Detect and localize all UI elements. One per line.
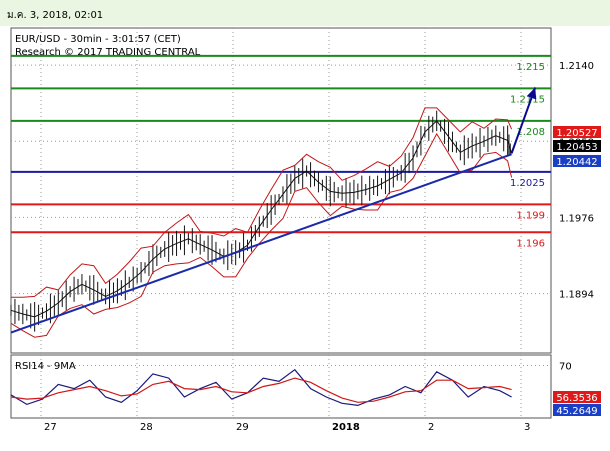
timestamp-text: ม.ค. 3, 2018, 02:01 xyxy=(7,10,104,21)
trendline xyxy=(10,153,512,334)
x-tick-label: 28 xyxy=(140,422,153,433)
price-tags: 1.20527 1.20453 1.20442 56.3536 45.2649 xyxy=(553,126,601,417)
forecast-arrow-head xyxy=(526,87,537,100)
envelope-upper xyxy=(11,107,513,298)
price-series xyxy=(10,107,513,338)
rsi-y-tick-label: 70 xyxy=(559,362,572,373)
level-label: 1.2025 xyxy=(510,178,545,189)
rsi-line-rsi14 xyxy=(10,368,512,407)
price-tag: 1.20453 xyxy=(553,140,601,153)
trendline-group xyxy=(10,153,512,334)
level-label: 1.2115 xyxy=(510,94,545,105)
price-tag-bg xyxy=(553,126,601,138)
chart-title: EUR/USD - 30min - 3:01:57 (CET) xyxy=(15,34,181,45)
rsi-line-9ma xyxy=(10,377,512,403)
x-tick-label: 2 xyxy=(428,422,434,433)
price-tag-label: 1.20442 xyxy=(556,157,597,168)
price-tag-bg xyxy=(553,140,601,152)
envelope-lower xyxy=(10,132,513,338)
price-tag-bg xyxy=(553,391,601,403)
x-tick-label: 27 xyxy=(44,422,57,433)
x-tick-label: 2018 xyxy=(332,422,360,433)
rsi-plot-frame xyxy=(10,354,552,419)
rsi-title: RSI14 - 9MA xyxy=(15,361,76,372)
level-label: 1.208 xyxy=(516,127,545,138)
forecast-arrow-shaft xyxy=(510,87,537,154)
level-label: 1.196 xyxy=(516,238,545,249)
price-tag: 1.20527 xyxy=(553,126,601,139)
y-tick-label: 1.2140 xyxy=(559,61,594,72)
chart-subtitle: Research © 2017 TRADING CENTRAL xyxy=(15,47,201,58)
price-tag-label: 1.20527 xyxy=(556,128,597,139)
y-tick-label: 1.1976 xyxy=(559,213,594,224)
price-tag-label: 56.3536 xyxy=(556,393,597,404)
forecast-arrow-group xyxy=(510,87,537,154)
price-tag-label: 1.20453 xyxy=(556,142,597,153)
header-bar: ม.ค. 3, 2018, 02:01 xyxy=(0,0,610,26)
y-tick-label: 1.1894 xyxy=(559,290,594,301)
price-tag-bg xyxy=(553,155,601,167)
price-tag-bg xyxy=(553,404,601,416)
price-tag: 45.2649 xyxy=(553,404,601,417)
price-tag: 1.20442 xyxy=(553,155,601,168)
rsi-grid xyxy=(11,355,551,418)
price-tag-label: 45.2649 xyxy=(556,406,597,417)
x-tick-label: 3 xyxy=(524,422,530,433)
x-tick-label: 29 xyxy=(236,422,249,433)
level-label: 1.215 xyxy=(516,62,545,73)
level-label: 1.199 xyxy=(516,210,545,221)
price-tag: 56.3536 xyxy=(553,391,601,404)
main-plot-frame xyxy=(10,27,552,354)
rsi-series-group xyxy=(10,368,512,407)
price-line xyxy=(10,120,513,318)
